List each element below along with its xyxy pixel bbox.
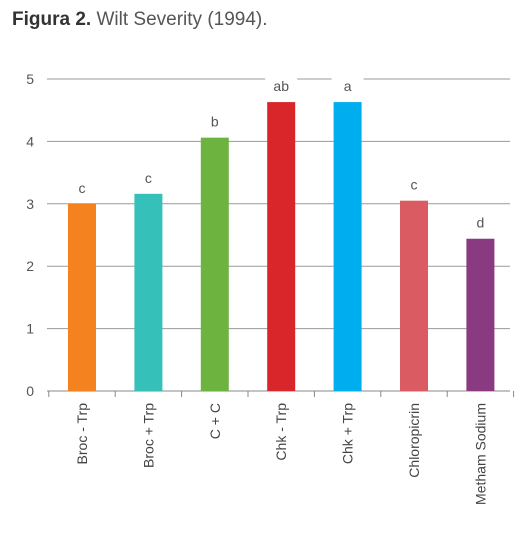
y-tick-label: 2 xyxy=(26,258,34,274)
data-label-backing xyxy=(66,173,98,198)
x-category-label: Metham Sodium xyxy=(472,403,488,505)
figure-number: Figura 2. xyxy=(12,9,92,30)
data-label: c xyxy=(145,170,152,186)
data-label-backing xyxy=(198,107,231,132)
x-category-label: Chk + Trp xyxy=(340,403,356,464)
chart-title: Figura 2. Wilt Severity (1994). xyxy=(12,9,268,31)
x-axis-categories: Broc - Trp Broc + Trp C + C Chk - Trp Chk + … xyxy=(74,403,488,505)
x-category-label: Chloropicrin xyxy=(406,403,422,478)
bars: c c b ab a c d xyxy=(66,72,497,391)
bar-2 xyxy=(200,137,229,391)
data-label-backing xyxy=(398,170,430,195)
bar-6 xyxy=(466,238,495,391)
data-label-backing xyxy=(265,72,298,97)
y-tick-label: 4 xyxy=(26,133,34,149)
y-axis-ticks: 0 1 2 3 4 5 xyxy=(26,71,34,399)
y-tick-label: 1 xyxy=(26,321,34,337)
data-label: c xyxy=(411,177,418,193)
data-label: a xyxy=(344,78,352,94)
x-category-label: Chk - Trp xyxy=(273,403,289,461)
data-label-backing xyxy=(464,208,497,233)
data-label-backing xyxy=(331,72,364,97)
y-tick-label: 5 xyxy=(26,71,34,87)
x-category-label: C + C xyxy=(207,403,223,439)
y-tick-label: 3 xyxy=(26,196,34,212)
figure-caption: Wilt Severity (1994). xyxy=(96,9,268,30)
bar-3 xyxy=(267,102,296,391)
bar-1 xyxy=(134,193,163,391)
data-label: ab xyxy=(273,78,289,94)
y-tick-label: 0 xyxy=(26,383,34,399)
data-label-backing xyxy=(132,163,165,188)
x-category-label: Broc + Trp xyxy=(140,403,156,468)
data-label: b xyxy=(211,114,219,130)
bar-0 xyxy=(68,203,96,391)
data-label: c xyxy=(79,180,86,196)
data-label: d xyxy=(477,215,485,231)
bar-4 xyxy=(333,102,362,391)
x-category-label: Broc - Trp xyxy=(74,403,90,465)
bar-5 xyxy=(400,200,428,391)
